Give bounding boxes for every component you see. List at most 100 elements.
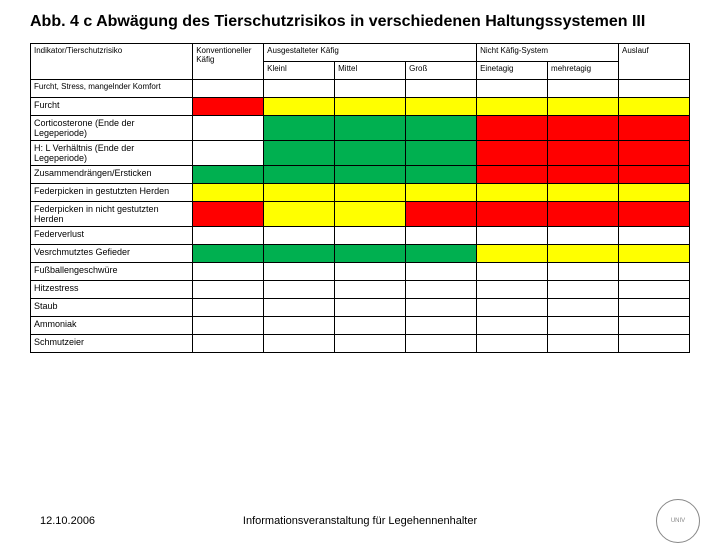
risk-cell [619, 201, 690, 226]
risk-cell [335, 115, 406, 140]
risk-cell [335, 165, 406, 183]
risk-cell [264, 334, 335, 352]
header-small: Kleinl [264, 61, 335, 79]
row-label: Vesrchmutztes Gefieder [31, 244, 193, 262]
risk-cell [548, 226, 619, 244]
risk-cell [335, 334, 406, 352]
risk-cell [619, 226, 690, 244]
risk-cell [264, 280, 335, 298]
risk-cell [335, 298, 406, 316]
risk-cell [406, 334, 477, 352]
risk-cell [548, 183, 619, 201]
footer-center: Informationsveranstaltung für Legehennen… [243, 515, 477, 528]
risk-cell [548, 244, 619, 262]
risk-cell [406, 140, 477, 165]
risk-cell [264, 226, 335, 244]
risk-cell [406, 298, 477, 316]
risk-cell [406, 183, 477, 201]
risk-cell [335, 244, 406, 262]
row-label: Staub [31, 298, 193, 316]
row-label: Hitzestress [31, 280, 193, 298]
header-large: Groß [406, 61, 477, 79]
risk-cell [335, 140, 406, 165]
risk-cell [264, 165, 335, 183]
risk-cell [477, 334, 548, 352]
risk-cell [477, 115, 548, 140]
risk-cell [193, 298, 264, 316]
risk-cell [406, 115, 477, 140]
risk-table: Indikator/Tierschutzrisiko Konventionell… [30, 43, 690, 353]
row-label: Ammoniak [31, 316, 193, 334]
risk-cell [193, 334, 264, 352]
risk-cell [264, 201, 335, 226]
header-medium: Mittel [335, 61, 406, 79]
risk-cell [619, 280, 690, 298]
risk-cell [477, 140, 548, 165]
risk-cell [193, 262, 264, 280]
footer: 12.10.2006 Informationsveranstaltung für… [0, 515, 720, 528]
header-multi: mehretagig [548, 61, 619, 79]
risk-cell [264, 298, 335, 316]
risk-cell [264, 183, 335, 201]
risk-cell [548, 280, 619, 298]
risk-cell [548, 334, 619, 352]
risk-cell [406, 226, 477, 244]
risk-cell [477, 97, 548, 115]
risk-cell [477, 280, 548, 298]
header-conv: Konventioneller Käfig [193, 43, 264, 79]
risk-cell [619, 298, 690, 316]
risk-cell [335, 280, 406, 298]
risk-cell [406, 97, 477, 115]
risk-cell [548, 115, 619, 140]
risk-cell [548, 165, 619, 183]
row-label: Furcht [31, 97, 193, 115]
risk-cell [406, 165, 477, 183]
risk-cell [619, 316, 690, 334]
risk-cell [548, 262, 619, 280]
risk-cell [477, 165, 548, 183]
risk-cell [193, 183, 264, 201]
risk-cell [477, 244, 548, 262]
risk-cell [193, 316, 264, 334]
page-title: Abb. 4 c Abwägung des Tierschutzrisikos … [30, 12, 690, 33]
risk-cell [264, 244, 335, 262]
risk-cell [619, 334, 690, 352]
risk-cell [193, 226, 264, 244]
risk-cell [406, 262, 477, 280]
row-label: Federpicken in nicht gestutzten Herden [31, 201, 193, 226]
header-furnished: Ausgestalteter Käfig [264, 43, 477, 61]
risk-cell [335, 97, 406, 115]
risk-cell [548, 298, 619, 316]
risk-cell [264, 97, 335, 115]
risk-cell [335, 316, 406, 334]
section-label: Furcht, Stress, mangelnder Komfort [31, 79, 193, 97]
risk-cell [548, 97, 619, 115]
risk-cell [619, 140, 690, 165]
risk-cell [548, 316, 619, 334]
risk-cell [193, 244, 264, 262]
row-label: Schmutzeier [31, 334, 193, 352]
header-indicator: Indikator/Tierschutzrisiko [31, 43, 193, 79]
risk-cell [193, 115, 264, 140]
risk-cell [548, 140, 619, 165]
risk-cell [406, 244, 477, 262]
footer-date: 12.10.2006 [40, 515, 95, 527]
header-noncage: Nicht Käfig-System [477, 43, 619, 61]
risk-cell [335, 183, 406, 201]
risk-cell [264, 316, 335, 334]
risk-cell [264, 140, 335, 165]
risk-cell [264, 115, 335, 140]
risk-cell [619, 165, 690, 183]
risk-cell [477, 298, 548, 316]
risk-cell [264, 262, 335, 280]
risk-cell [619, 244, 690, 262]
risk-cell [335, 226, 406, 244]
row-label: Corticosterone (Ende der Legeperiode) [31, 115, 193, 140]
risk-cell [193, 140, 264, 165]
row-label: Zusammendrängen/Ersticken [31, 165, 193, 183]
risk-cell [406, 280, 477, 298]
risk-cell [548, 201, 619, 226]
risk-cell [406, 201, 477, 226]
risk-cell [335, 262, 406, 280]
risk-cell [193, 165, 264, 183]
